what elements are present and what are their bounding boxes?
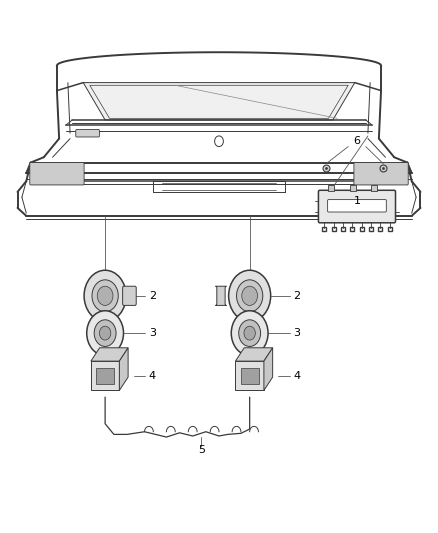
Circle shape: [242, 286, 258, 305]
Text: 2: 2: [149, 291, 156, 301]
FancyBboxPatch shape: [76, 130, 99, 137]
Polygon shape: [96, 368, 114, 384]
Polygon shape: [83, 83, 355, 120]
FancyBboxPatch shape: [318, 190, 396, 223]
Circle shape: [94, 320, 116, 346]
Text: 5: 5: [198, 446, 205, 455]
Circle shape: [87, 311, 124, 356]
Circle shape: [97, 286, 113, 305]
Circle shape: [237, 280, 263, 312]
FancyBboxPatch shape: [123, 286, 136, 305]
Polygon shape: [236, 361, 264, 390]
Text: 6: 6: [353, 136, 360, 146]
Text: 1: 1: [353, 196, 360, 206]
Circle shape: [231, 311, 268, 356]
Circle shape: [229, 270, 271, 321]
Text: 3: 3: [293, 328, 300, 338]
Circle shape: [99, 326, 111, 340]
Polygon shape: [240, 368, 258, 384]
FancyBboxPatch shape: [215, 286, 226, 305]
Text: 2: 2: [293, 291, 300, 301]
Circle shape: [92, 280, 118, 312]
Circle shape: [244, 326, 255, 340]
FancyBboxPatch shape: [354, 163, 408, 185]
Text: 3: 3: [149, 328, 156, 338]
FancyBboxPatch shape: [328, 200, 386, 212]
FancyBboxPatch shape: [30, 163, 84, 185]
Polygon shape: [91, 361, 119, 390]
Text: 4: 4: [149, 371, 156, 381]
Polygon shape: [264, 348, 272, 390]
Polygon shape: [236, 348, 272, 361]
Text: 4: 4: [293, 371, 300, 381]
Circle shape: [84, 270, 126, 321]
Polygon shape: [91, 348, 128, 361]
Circle shape: [239, 320, 261, 346]
Polygon shape: [119, 348, 128, 390]
